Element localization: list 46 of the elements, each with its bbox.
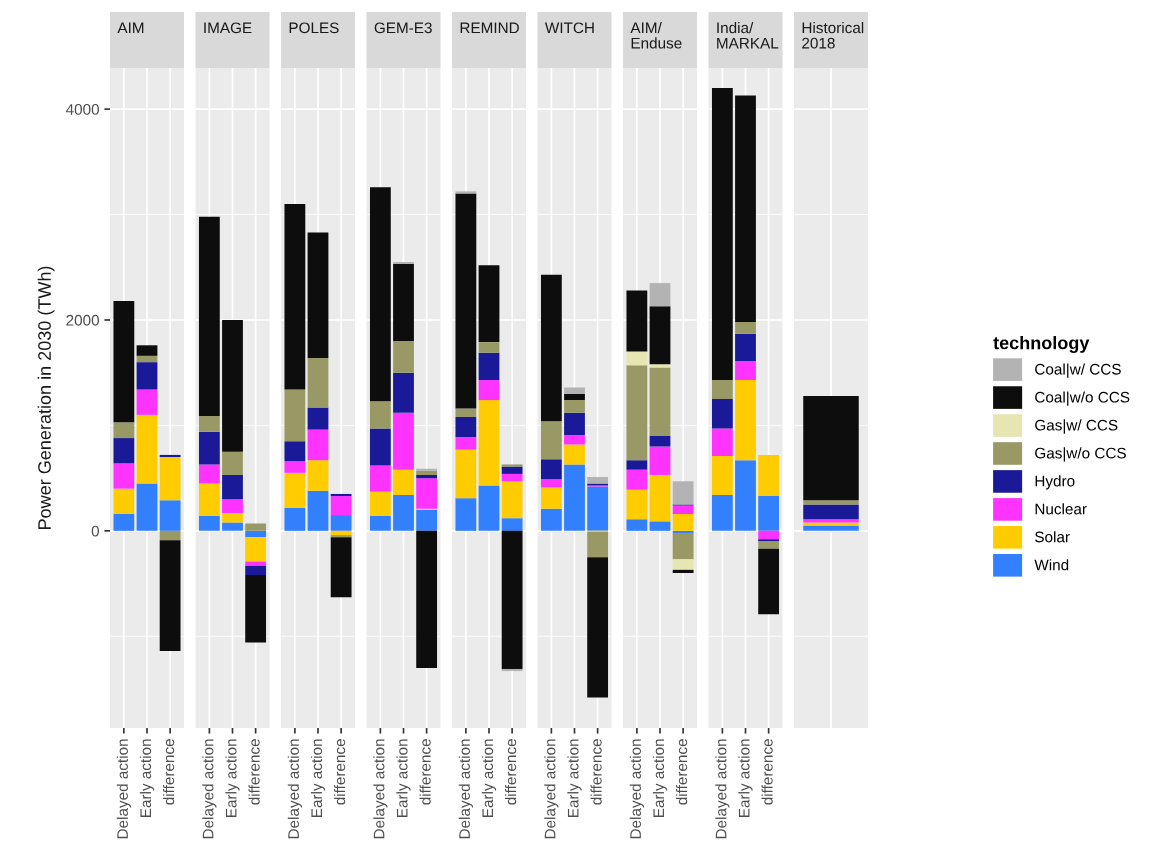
x-tick-label: Delayed action xyxy=(287,739,302,839)
x-tick-label: Delayed action xyxy=(373,739,388,839)
x-tick-label: difference xyxy=(419,739,431,805)
x-tick-label: Delayed action xyxy=(458,739,473,839)
chart-title: GEM-E3 xyxy=(374,22,432,34)
chart-title: WITCH xyxy=(544,22,594,34)
legend-label: Hydro xyxy=(1035,475,1075,490)
x-tick-label: Early action xyxy=(310,739,326,817)
x-tick-label: Delayed action xyxy=(202,739,217,839)
chart-title: AIM/ Enduse xyxy=(630,22,682,49)
legend-label: Coal|w/o CCS xyxy=(1035,391,1130,406)
y-tick-label: 0 xyxy=(91,525,99,537)
x-tick-label: Delayed action xyxy=(116,739,131,839)
x-tick-label: difference xyxy=(590,739,602,805)
legend-title: technology xyxy=(993,336,1090,353)
legend-label: Wind xyxy=(1034,559,1069,571)
x-tick-label: Delayed action xyxy=(715,739,730,839)
x-tick-label: Early action xyxy=(139,739,155,817)
x-tick-label: difference xyxy=(505,739,517,805)
chart-title: REMIND xyxy=(460,22,519,34)
chart-title: Historical 2018 xyxy=(802,22,864,49)
y-tick-label: 4000 xyxy=(65,103,99,115)
x-tick-label: Early action xyxy=(567,739,582,817)
legend-label: Coal|w/ CCS xyxy=(1035,363,1121,378)
x-tick-label: Delayed action xyxy=(629,739,644,839)
x-tick-label: Early action xyxy=(481,739,497,817)
x-tick-label: Delayed action xyxy=(544,739,559,839)
x-tick-label: Early action xyxy=(396,739,411,817)
x-tick-label: difference xyxy=(761,739,773,805)
y-axis-title: Power Generation in 2030 (TWh) xyxy=(37,266,55,529)
x-tick-label: Early action xyxy=(225,739,240,817)
legend-label: Gas|w/ CCS xyxy=(1035,419,1118,434)
x-tick-label: Early action xyxy=(738,739,753,817)
chart-title: AIM xyxy=(117,22,144,34)
chart-title: India/ MARKAL xyxy=(717,22,779,49)
legend-label: Solar xyxy=(1035,531,1070,543)
x-tick-label: difference xyxy=(248,739,260,805)
legend-label: Nuclear xyxy=(1035,503,1087,515)
legend-label: Gas|w/o CCS xyxy=(1035,447,1126,462)
x-tick-label: difference xyxy=(334,739,346,805)
chart-title: POLES xyxy=(289,22,339,34)
x-tick-label: difference xyxy=(163,739,175,805)
y-tick-label: 2000 xyxy=(66,314,99,326)
x-tick-label: Early action xyxy=(652,739,668,817)
x-tick-label: difference xyxy=(676,739,688,805)
chart-title: IMAGE xyxy=(204,22,252,34)
